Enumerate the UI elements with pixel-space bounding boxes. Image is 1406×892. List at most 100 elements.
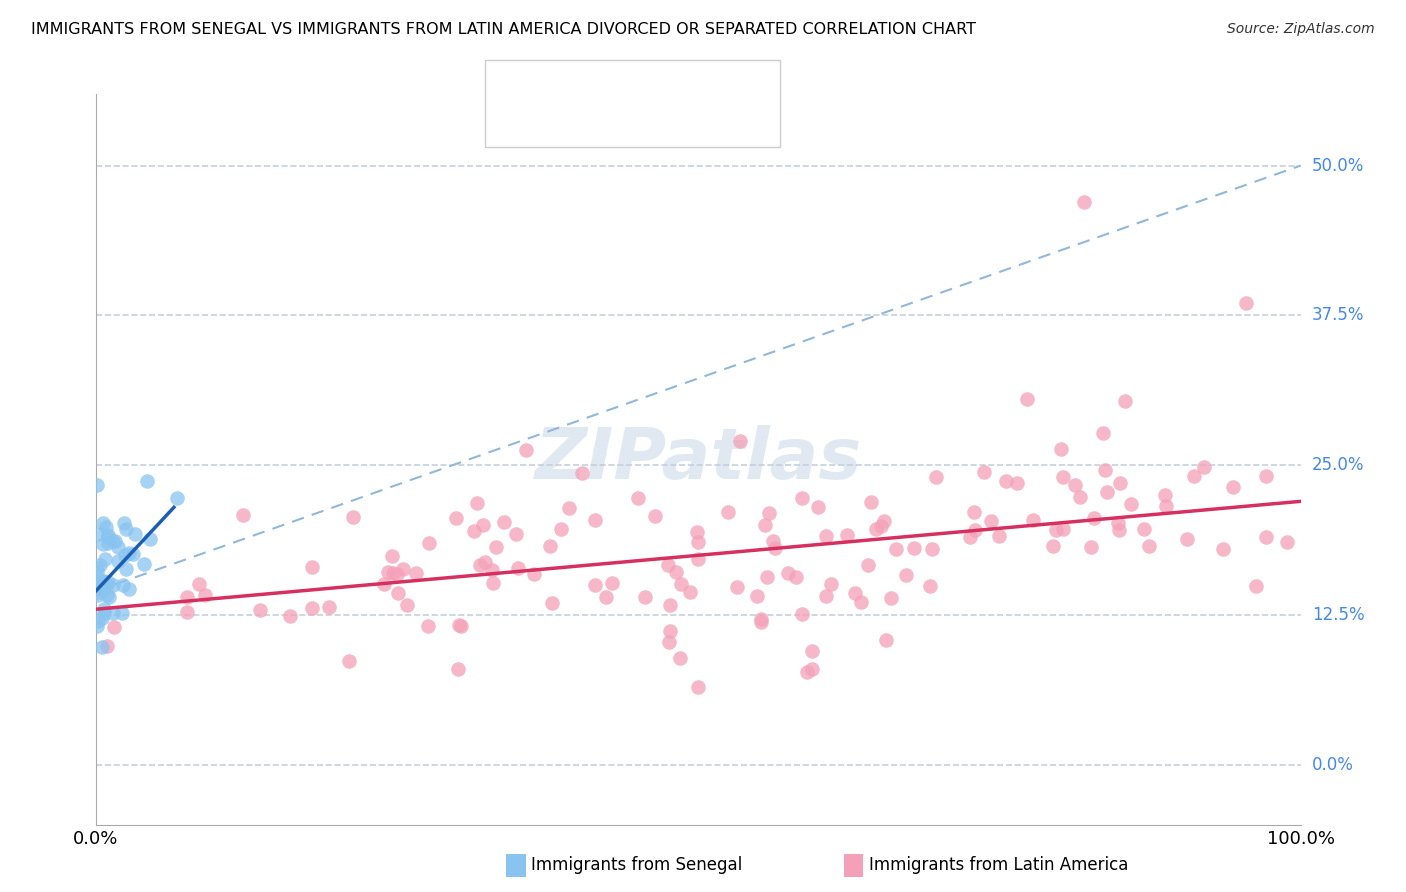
Text: R = 0.483    N = 147: R = 0.483 N = 147	[530, 113, 751, 133]
Point	[89, 558, 111, 572]
Point	[583, 513, 606, 527]
Point	[762, 534, 785, 549]
Point	[659, 624, 682, 639]
Point	[101, 533, 124, 548]
Point	[87, 585, 110, 599]
Point	[1050, 442, 1073, 456]
Point	[988, 529, 1011, 543]
Point	[1222, 480, 1244, 494]
Point	[785, 570, 807, 584]
Point	[505, 527, 527, 541]
Point	[801, 662, 824, 676]
Point	[377, 565, 399, 579]
Point	[91, 582, 114, 596]
Point	[820, 576, 842, 591]
Point	[600, 576, 623, 591]
Point	[111, 578, 134, 592]
Point	[107, 554, 129, 568]
Point	[925, 470, 948, 484]
Point	[118, 545, 141, 559]
Point	[571, 466, 593, 480]
Text: 12.5%: 12.5%	[1312, 607, 1364, 624]
Point	[1137, 539, 1160, 553]
Point	[515, 443, 537, 458]
Point	[558, 501, 581, 516]
Point	[187, 576, 209, 591]
Point	[1154, 499, 1177, 513]
Point	[1073, 194, 1095, 209]
Point	[749, 612, 772, 626]
Point	[851, 595, 873, 609]
Point	[392, 562, 415, 576]
Point	[679, 585, 702, 599]
Point	[118, 582, 141, 597]
Point	[1182, 468, 1205, 483]
Point	[87, 580, 110, 594]
Point	[686, 535, 709, 549]
Point	[1042, 539, 1064, 553]
Point	[506, 560, 529, 574]
Point	[583, 578, 606, 592]
Point	[91, 516, 114, 531]
Point	[880, 591, 903, 606]
Point	[669, 650, 692, 665]
Point	[844, 585, 866, 599]
Point	[373, 576, 395, 591]
Point	[112, 516, 135, 530]
Point	[1212, 541, 1234, 556]
Point	[538, 539, 561, 553]
Point	[114, 561, 136, 575]
Point	[859, 495, 882, 509]
Point	[96, 588, 118, 602]
Point	[474, 555, 496, 569]
Point	[387, 585, 409, 599]
Point	[1052, 523, 1074, 537]
Point	[778, 566, 800, 580]
Point	[446, 662, 468, 676]
Point	[872, 514, 894, 528]
Point	[318, 599, 340, 614]
Point	[1097, 484, 1119, 499]
Text: IMMIGRANTS FROM SENEGAL VS IMMIGRANTS FROM LATIN AMERICA DIVORCED OR SEPARATED C: IMMIGRANTS FROM SENEGAL VS IMMIGRANTS FR…	[31, 22, 976, 37]
Point	[884, 541, 907, 556]
Point	[337, 654, 360, 668]
Text: Source: ZipAtlas.com: Source: ZipAtlas.com	[1227, 22, 1375, 37]
Point	[634, 591, 657, 605]
Point	[856, 558, 879, 573]
Point	[686, 680, 709, 694]
Point	[1114, 394, 1136, 409]
Point	[665, 565, 688, 579]
Point	[472, 518, 495, 533]
Point	[815, 529, 838, 543]
Point	[790, 491, 813, 505]
Point	[1277, 535, 1299, 549]
Text: ZIPatlas: ZIPatlas	[534, 425, 862, 494]
Point	[790, 607, 813, 622]
Point	[1107, 516, 1129, 530]
Point	[1069, 490, 1091, 504]
Point	[342, 510, 364, 524]
Text: R = 0.398    N =  50: R = 0.398 N = 50	[530, 73, 744, 93]
Point	[465, 496, 488, 510]
Point	[418, 536, 440, 550]
Point	[101, 607, 124, 621]
Point	[980, 514, 1002, 528]
Point	[659, 598, 682, 612]
Point	[1064, 478, 1087, 492]
Point	[644, 508, 666, 523]
Point	[176, 605, 198, 619]
Text: 37.5%: 37.5%	[1312, 307, 1364, 325]
Point	[686, 524, 709, 539]
Point	[122, 547, 145, 561]
Text: 0.0%: 0.0%	[1312, 756, 1354, 774]
Point	[669, 576, 692, 591]
Point	[1244, 579, 1267, 593]
Point	[93, 602, 115, 616]
Point	[194, 588, 217, 602]
Point	[97, 574, 120, 589]
Point	[176, 590, 198, 604]
Point	[450, 619, 472, 633]
Point	[837, 528, 859, 542]
Point	[395, 598, 418, 612]
Point	[1045, 523, 1067, 537]
